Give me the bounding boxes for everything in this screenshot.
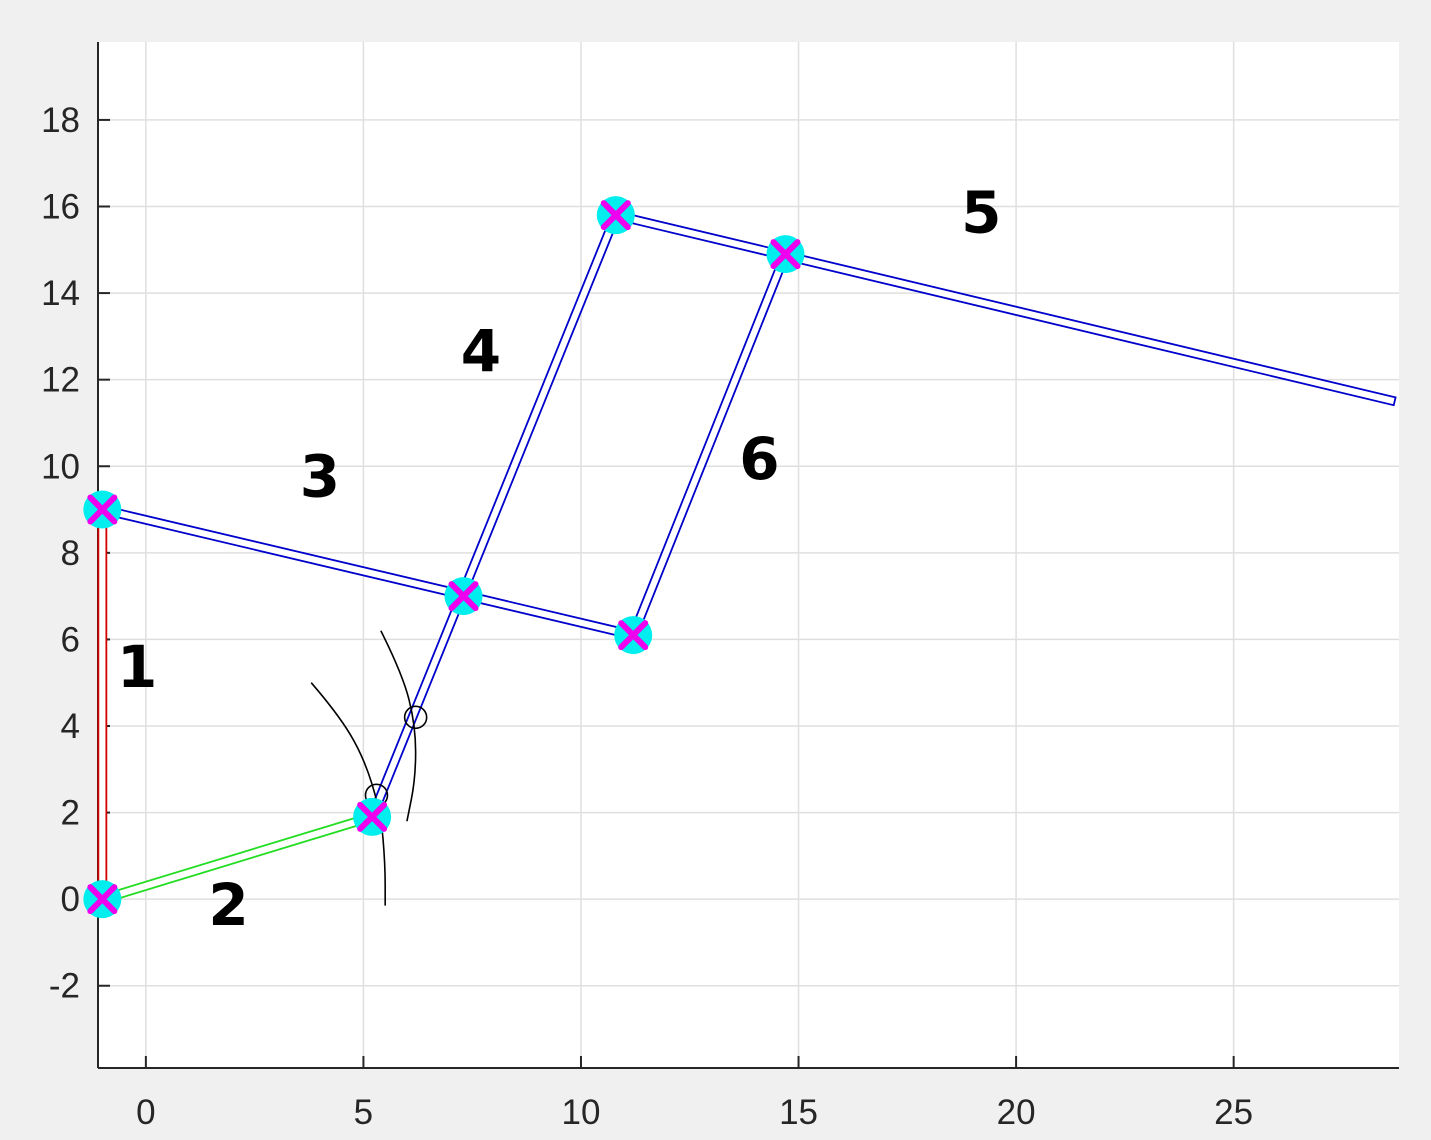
y-tick-label: 10 [41,447,80,486]
y-tick-label: 12 [41,361,80,400]
link-label-1: 1 [117,633,157,701]
joint-marker [353,797,392,836]
link-label-5: 5 [961,178,1001,246]
joint-cross-b [600,200,631,231]
joint-marker [596,196,635,235]
y-tick-label: 8 [61,534,80,573]
joint-marker [766,235,805,274]
intersection-circle [403,705,428,730]
y-tick-label: 4 [61,707,80,746]
joint-cross-b [448,581,479,612]
x-axis-ticks: 0 5 10 15 20 25 [136,1056,1253,1132]
x-tick-label: 20 [997,1093,1036,1132]
joint-marker [614,616,653,655]
y-tick-label: 18 [41,101,80,140]
mechanism-links [97,210,1397,905]
y-axis-ticks: -2 0 2 4 6 8 10 12 14 16 18 [41,101,110,1006]
x-tick-label: 15 [779,1093,818,1132]
y-tick-label: 6 [61,620,80,659]
x-tick-label: 5 [354,1093,373,1132]
construction-sketch [310,630,428,906]
joint-cross-b [87,884,118,915]
link-labels: 1 2 3 4 5 6 [117,178,1001,939]
joint-marker [444,577,483,616]
x-tick-label: 10 [562,1093,601,1132]
joint-marker [83,880,122,919]
link-label-6: 6 [739,425,779,493]
x-tick-label: 25 [1214,1093,1253,1132]
joint-cross-b [357,801,388,832]
construction-arc [380,630,417,822]
y-tick-label: -2 [49,967,80,1006]
joint-cross-b [618,620,649,651]
y-tick-label: 14 [41,274,80,313]
joint-cross-b [87,494,118,525]
link-1 [97,508,108,901]
y-tick-label: 2 [61,794,80,833]
grid-lines [98,42,1399,1068]
joint-markers [83,196,805,919]
link-label-4: 4 [461,317,501,385]
y-tick-label: 0 [61,880,80,919]
link-label-2: 2 [208,871,248,939]
y-tick-label: 16 [41,188,80,227]
joint-cross-b [770,239,801,270]
joint-marker [83,490,122,529]
x-tick-label: 0 [136,1093,155,1132]
link-label-3: 3 [300,443,340,511]
